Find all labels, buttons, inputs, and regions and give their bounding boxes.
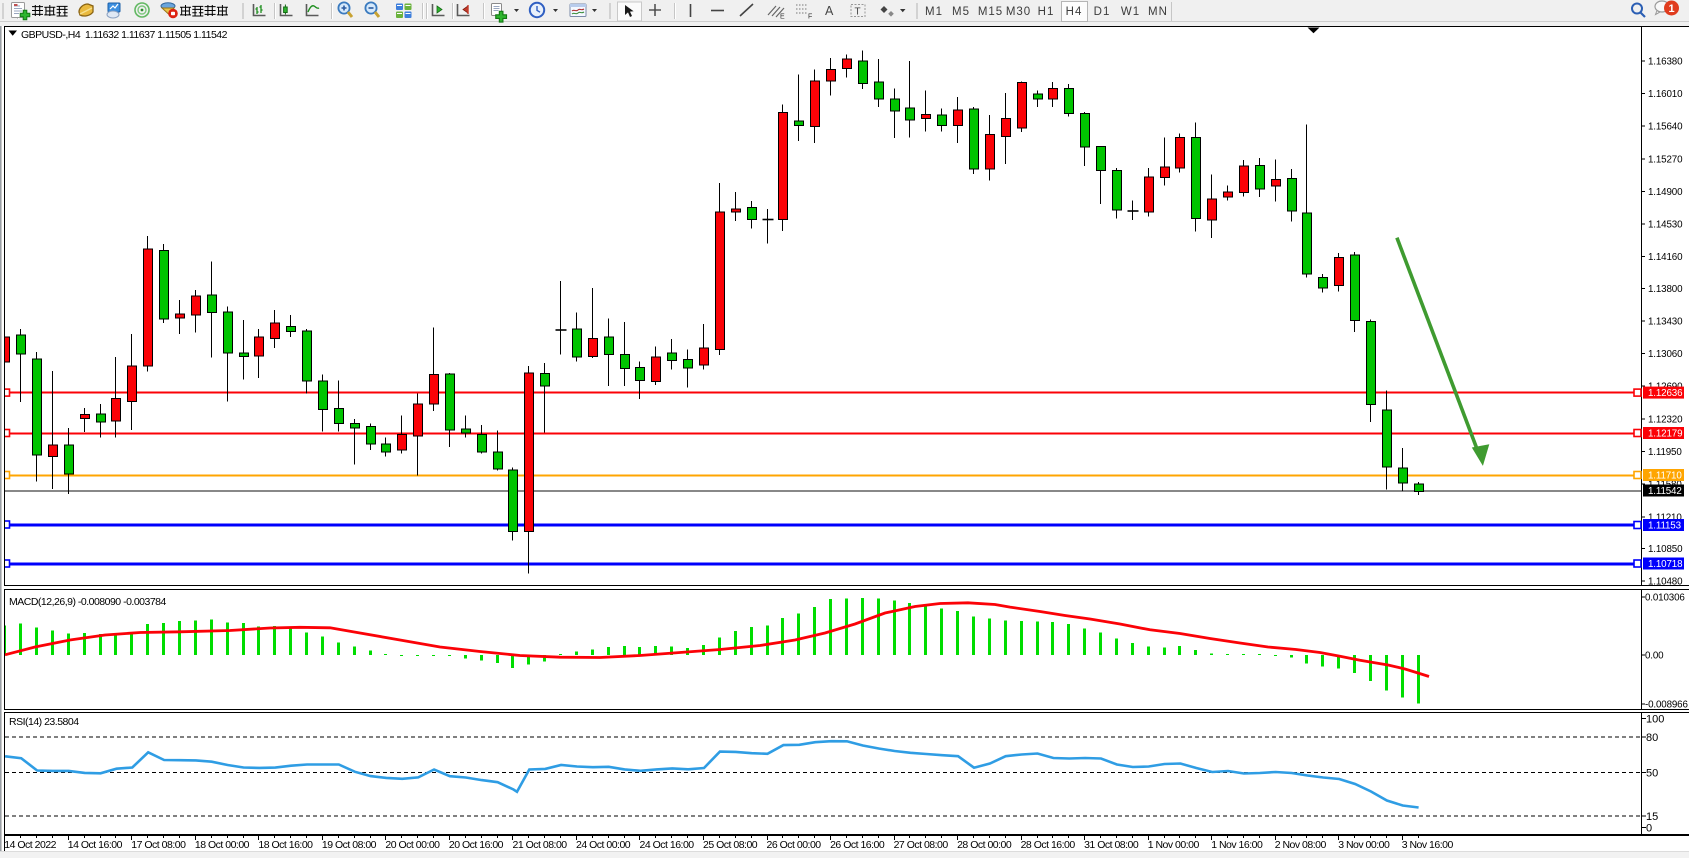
svg-text:20 Oct 16:00: 20 Oct 16:00 xyxy=(449,839,504,851)
svg-text:19 Oct 08:00: 19 Oct 08:00 xyxy=(322,839,377,851)
svg-text:1.13060: 1.13060 xyxy=(1648,349,1683,360)
svg-text:H1: H1 xyxy=(1038,6,1055,18)
svg-text:0: 0 xyxy=(1646,823,1652,835)
svg-text:1.14900: 1.14900 xyxy=(1648,187,1683,198)
svg-text:80: 80 xyxy=(1646,732,1658,744)
svg-text:1.11542: 1.11542 xyxy=(1648,486,1682,497)
svg-text:1.11153: 1.11153 xyxy=(1648,521,1682,532)
svg-text:GBPUSD-,H4 1.11632 1.11637 1.: GBPUSD-,H4 1.11632 1.11637 1.11505 1.115… xyxy=(21,29,228,41)
svg-text:1.11710: 1.11710 xyxy=(1648,471,1682,482)
svg-text:M15: M15 xyxy=(978,6,1003,18)
svg-text:T: T xyxy=(855,7,861,18)
svg-text:26 Oct 00:00: 26 Oct 00:00 xyxy=(767,839,822,851)
svg-text:2 Nov 08:00: 2 Nov 08:00 xyxy=(1275,839,1327,851)
svg-text:1.12179: 1.12179 xyxy=(1648,429,1682,440)
svg-text:1.14160: 1.14160 xyxy=(1648,252,1683,263)
svg-text:1.10718: 1.10718 xyxy=(1648,559,1683,570)
svg-text:1 Nov 00:00: 1 Nov 00:00 xyxy=(1148,839,1200,851)
svg-text:1 Nov 16:00: 1 Nov 16:00 xyxy=(1211,839,1263,851)
svg-text:1: 1 xyxy=(1668,3,1674,15)
svg-text:MN: MN xyxy=(1148,6,1168,18)
svg-text:100: 100 xyxy=(1646,714,1664,726)
svg-text:1.12636: 1.12636 xyxy=(1648,388,1683,399)
svg-text:15: 15 xyxy=(1646,811,1658,823)
svg-text:1.16010: 1.16010 xyxy=(1648,89,1683,100)
svg-text:17 Oct 08:00: 17 Oct 08:00 xyxy=(131,839,186,851)
svg-text:1.10850: 1.10850 xyxy=(1648,544,1683,555)
svg-text:1.15640: 1.15640 xyxy=(1648,122,1683,133)
svg-text:H4: H4 xyxy=(1066,6,1083,18)
svg-text:18 Oct 00:00: 18 Oct 00:00 xyxy=(195,839,250,851)
svg-text:14 Oct 2022: 14 Oct 2022 xyxy=(4,839,56,851)
svg-text:M5: M5 xyxy=(952,6,970,18)
svg-text:1.13800: 1.13800 xyxy=(1648,284,1683,295)
svg-text:18 Oct 16:00: 18 Oct 16:00 xyxy=(258,839,313,851)
svg-text:A: A xyxy=(825,4,834,18)
svg-text:28 Oct 00:00: 28 Oct 00:00 xyxy=(957,839,1012,851)
svg-text:M1: M1 xyxy=(925,6,943,18)
svg-text:0.010306: 0.010306 xyxy=(1645,593,1685,604)
svg-text:50: 50 xyxy=(1646,768,1658,780)
svg-text:28 Oct 16:00: 28 Oct 16:00 xyxy=(1021,839,1076,851)
svg-text:1.11950: 1.11950 xyxy=(1648,447,1682,458)
svg-text:M30: M30 xyxy=(1006,6,1031,18)
svg-text:D1: D1 xyxy=(1094,6,1111,18)
svg-text:RSI(14) 23.5804: RSI(14) 23.5804 xyxy=(9,716,79,728)
svg-text:26 Oct 16:00: 26 Oct 16:00 xyxy=(830,839,885,851)
svg-text:14 Oct 16:00: 14 Oct 16:00 xyxy=(68,839,123,851)
svg-text:25 Oct 08:00: 25 Oct 08:00 xyxy=(703,839,758,851)
svg-text:F: F xyxy=(808,14,812,21)
svg-text:1.16380: 1.16380 xyxy=(1648,57,1683,68)
svg-text:1.15270: 1.15270 xyxy=(1648,154,1683,165)
svg-text:1.10480: 1.10480 xyxy=(1648,577,1683,588)
svg-text:1.11210: 1.11210 xyxy=(1648,512,1682,523)
svg-text:3 Nov 00:00: 3 Nov 00:00 xyxy=(1338,839,1390,851)
svg-text:27 Oct 08:00: 27 Oct 08:00 xyxy=(894,839,949,851)
svg-text:31 Oct 08:00: 31 Oct 08:00 xyxy=(1084,839,1139,851)
svg-text:-0.008966: -0.008966 xyxy=(1645,700,1688,711)
svg-text:1.13430: 1.13430 xyxy=(1648,317,1683,328)
svg-text:MACD(12,26,9) -0.008090 -0.003: MACD(12,26,9) -0.008090 -0.003784 xyxy=(9,596,167,608)
svg-text:0.00: 0.00 xyxy=(1645,651,1664,662)
svg-text:E: E xyxy=(780,14,785,21)
svg-text:W1: W1 xyxy=(1121,6,1140,18)
svg-text:3 Nov 16:00: 3 Nov 16:00 xyxy=(1402,839,1454,851)
svg-text:1.12320: 1.12320 xyxy=(1648,415,1683,426)
svg-text:24 Oct 00:00: 24 Oct 00:00 xyxy=(576,839,631,851)
svg-text:20 Oct 00:00: 20 Oct 00:00 xyxy=(385,839,440,851)
svg-text:24 Oct 16:00: 24 Oct 16:00 xyxy=(640,839,695,851)
svg-text:1.14530: 1.14530 xyxy=(1648,220,1683,231)
svg-text:21 Oct 08:00: 21 Oct 08:00 xyxy=(513,839,568,851)
